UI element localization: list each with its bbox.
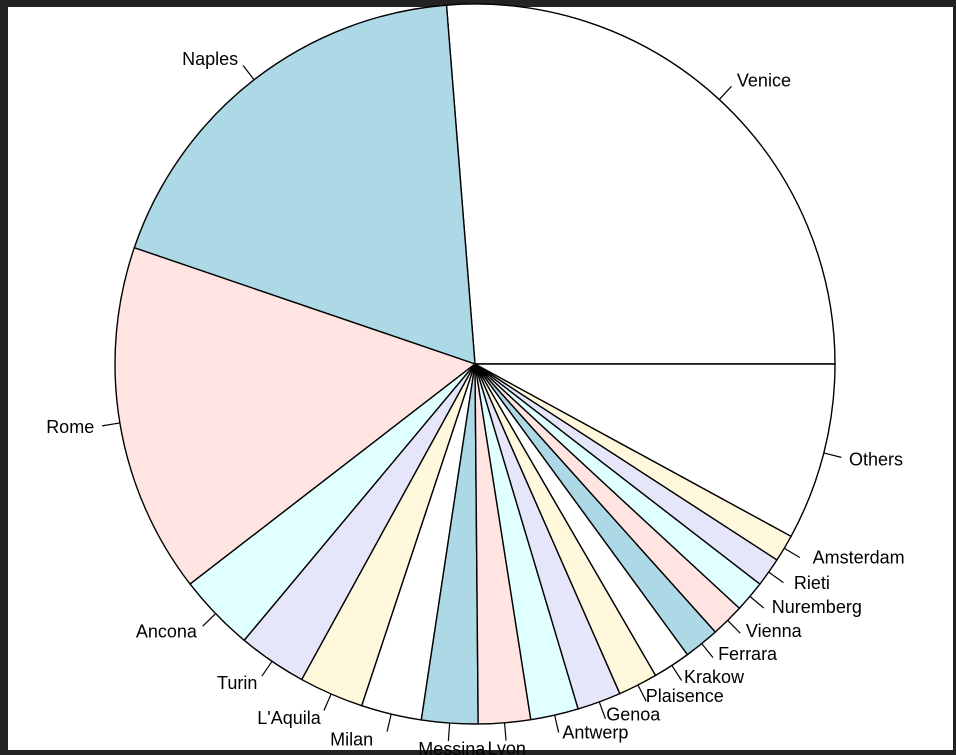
leader-ferrara — [701, 643, 714, 659]
label-krakow: Krakow — [684, 667, 745, 687]
label-others: Others — [849, 449, 903, 469]
label-ferrara: Ferrara — [718, 644, 778, 664]
label-antwerp: Antwerp — [562, 722, 628, 742]
label-venice: Venice — [737, 70, 791, 90]
leader-turin — [261, 660, 273, 677]
label-messina: Messina — [418, 739, 486, 755]
label-amsterdam: Amsterdam — [813, 548, 905, 568]
label-rieti: Rieti — [794, 573, 830, 593]
leader-krakow — [671, 665, 683, 681]
leader-l-aquila — [323, 693, 332, 711]
leader-ancona — [202, 613, 217, 627]
leader-genoa — [598, 701, 607, 719]
label-vienna: Vienna — [746, 621, 803, 641]
leader-others — [823, 452, 842, 458]
label-l-aquila: L'Aquila — [257, 708, 321, 728]
leader-naples — [242, 65, 255, 81]
label-rome: Rome — [46, 417, 94, 437]
leader-lyon — [503, 722, 507, 741]
leader-antwerp — [554, 714, 560, 733]
label-turin: Turin — [217, 673, 257, 693]
leader-amsterdam — [783, 547, 801, 558]
leader-plaisence — [637, 684, 647, 702]
leader-venice — [718, 85, 732, 100]
leader-rome — [101, 422, 120, 427]
leader-messina — [447, 723, 451, 742]
leader-nuremberg — [749, 595, 765, 609]
label-lyon: Lyon — [488, 739, 526, 755]
leader-rieti — [768, 571, 784, 584]
label-plaisence: Plaisence — [646, 686, 724, 706]
label-naples: Naples — [182, 49, 238, 69]
leader-milan — [386, 713, 392, 732]
leader-vienna — [727, 619, 741, 634]
label-genoa: Genoa — [606, 704, 661, 724]
label-nuremberg: Nuremberg — [772, 597, 862, 617]
label-ancona: Ancona — [136, 622, 198, 642]
slice-venice — [445, 3, 836, 365]
label-milan: Milan — [330, 729, 373, 749]
slice-naples — [133, 4, 476, 366]
slice-rome — [114, 246, 477, 586]
slice-others — [474, 363, 836, 538]
